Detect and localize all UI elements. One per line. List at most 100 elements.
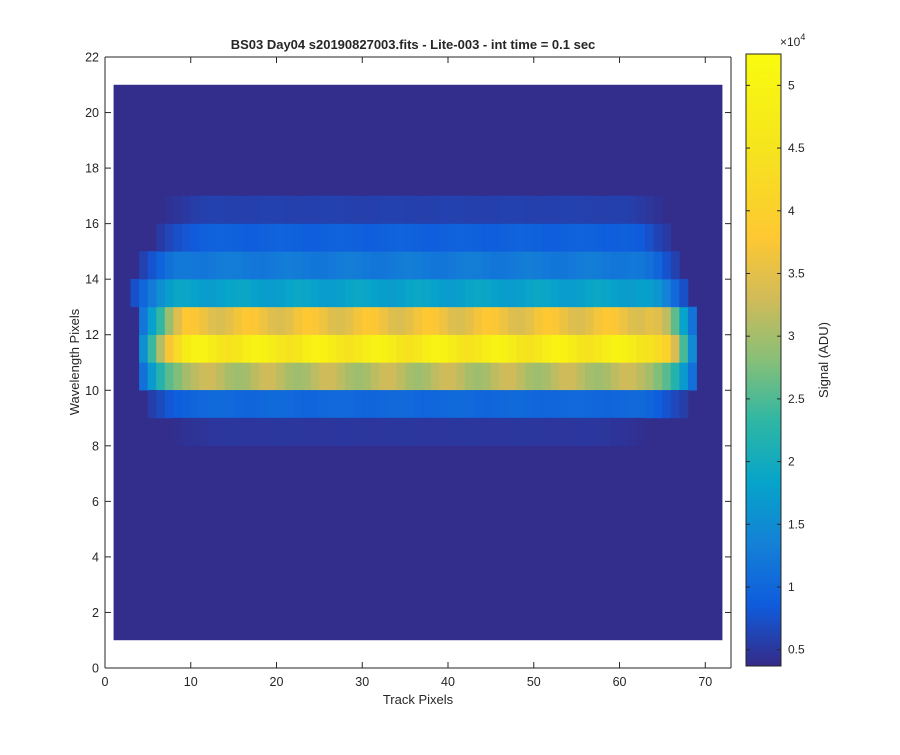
heatmap-cell: [602, 278, 612, 308]
heatmap-cell: [430, 334, 440, 363]
heatmap-cell: [267, 195, 277, 224]
heatmap-cell: [344, 278, 354, 308]
heatmap-cell: [422, 306, 432, 335]
heatmap-cell: [370, 251, 380, 280]
heatmap-cell: [524, 223, 534, 252]
heatmap-cell: [344, 223, 354, 252]
heatmap-cell: [687, 362, 697, 391]
heatmap-cell: [147, 251, 157, 280]
heatmap-cell: [524, 278, 534, 308]
heatmap-cell: [576, 278, 586, 308]
heatmap-cell: [679, 278, 689, 308]
heatmap-cell: [679, 362, 689, 391]
heatmap-cell: [379, 251, 389, 280]
heatmap-cell: [147, 278, 157, 308]
heatmap-cell: [679, 390, 689, 419]
heatmap-cell: [353, 251, 363, 280]
heatmap-cell: [199, 306, 209, 335]
heatmap-cell: [139, 334, 149, 363]
heatmap-cell: [250, 306, 260, 335]
heatmap-cell: [173, 278, 183, 308]
y-tick-label: 22: [85, 51, 99, 65]
x-tick-label: 0: [102, 675, 109, 689]
heatmap-cell: [336, 334, 346, 363]
heatmap-cell: [404, 417, 414, 447]
heatmap-cell: [439, 195, 449, 224]
heatmap-cell: [216, 334, 226, 363]
heatmap-cell: [164, 306, 174, 335]
colorbar-tick-label: 4.5: [788, 141, 805, 155]
heatmap-cell: [627, 223, 637, 252]
heatmap-cell: [430, 223, 440, 252]
heatmap-cell: [507, 390, 517, 419]
heatmap-cell: [482, 417, 492, 447]
heatmap-cell: [542, 278, 552, 308]
heatmap-cell: [464, 334, 474, 363]
heatmap-cell: [250, 223, 260, 252]
heatmap-cell: [216, 417, 226, 447]
heatmap-cell: [627, 390, 637, 419]
heatmap-cell: [259, 195, 269, 224]
heatmap-cell: [173, 390, 183, 419]
heatmap-cell: [542, 390, 552, 419]
y-tick-label: 2: [92, 606, 99, 620]
heatmap-cell: [216, 223, 226, 252]
heatmap-cell: [190, 278, 200, 308]
heatmap-cell: [310, 223, 320, 252]
heatmap-cell: [216, 278, 226, 308]
heatmap-cell: [327, 390, 337, 419]
heatmap-cell: [627, 251, 637, 280]
heatmap-cell: [567, 334, 577, 363]
heatmap-cell: [310, 251, 320, 280]
heatmap-cell: [396, 417, 406, 447]
heatmap-cell: [396, 195, 406, 224]
heatmap-cell: [619, 306, 629, 335]
heatmap-cell: [267, 362, 277, 391]
heatmap-cell: [362, 278, 372, 308]
heatmap-cell: [636, 223, 646, 252]
heatmap-cell: [490, 362, 500, 391]
heatmap-cell: [233, 278, 243, 308]
heatmap-cell: [516, 223, 526, 252]
heatmap-cell: [473, 334, 483, 363]
heatmap-cell: [542, 334, 552, 363]
heatmap-cell: [319, 306, 329, 335]
heatmap-cell: [293, 306, 303, 335]
y-tick-label: 8: [92, 439, 99, 453]
heatmap-row: [173, 417, 646, 447]
heatmap-cell: [370, 362, 380, 391]
heatmap-cell: [404, 195, 414, 224]
heatmap-cell: [319, 334, 329, 363]
heatmap-cell: [542, 417, 552, 447]
heatmap-cell: [490, 334, 500, 363]
heatmap-cell: [585, 223, 594, 252]
heatmap-cell: [242, 251, 251, 280]
colorbar-tick-label: 1.5: [788, 517, 805, 531]
heatmap-cell: [242, 390, 251, 419]
heatmap-cell: [259, 362, 269, 391]
heatmap-cell: [645, 278, 655, 308]
heatmap-cell: [670, 251, 680, 280]
heatmap-cell: [404, 390, 414, 419]
heatmap-cell: [259, 390, 269, 419]
heatmap-cell: [233, 390, 243, 419]
heatmap-cell: [636, 417, 646, 447]
heatmap-cell: [627, 334, 637, 363]
colorbar-tick-label: 2: [788, 455, 795, 469]
heatmap-cell: [447, 390, 457, 419]
heatmap-cell: [387, 251, 397, 280]
heatmap-cell: [344, 334, 354, 363]
heatmap-cell: [610, 362, 620, 391]
heatmap-cell: [199, 195, 209, 224]
y-tick-label: 4: [92, 550, 99, 564]
heatmap-cell: [147, 362, 157, 391]
heatmap-cell: [396, 362, 406, 391]
heatmap-cell: [344, 251, 354, 280]
heatmap-cell: [164, 195, 174, 224]
heatmap-cell: [259, 334, 269, 363]
heatmap-cell: [164, 390, 174, 419]
heatmap-cell: [267, 334, 277, 363]
heatmap-row: [139, 362, 697, 391]
heatmap-cell: [250, 362, 260, 391]
